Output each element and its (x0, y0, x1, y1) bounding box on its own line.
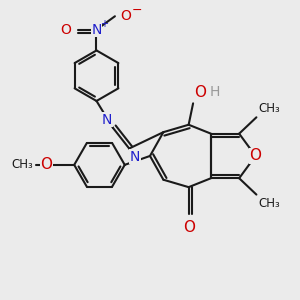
Text: O: O (250, 148, 262, 164)
Text: O: O (61, 22, 71, 37)
Text: N: N (130, 150, 140, 164)
Text: CH₃: CH₃ (259, 102, 280, 115)
Text: H: H (209, 85, 220, 99)
Text: N: N (102, 112, 112, 127)
Text: −: − (131, 4, 142, 17)
Text: CH₃: CH₃ (11, 158, 33, 171)
Text: N: N (91, 22, 102, 37)
Text: O: O (195, 85, 207, 100)
Text: O: O (120, 9, 131, 23)
Text: +: + (100, 19, 108, 29)
Text: CH₃: CH₃ (259, 197, 280, 210)
Text: O: O (40, 158, 52, 172)
Text: O: O (183, 220, 195, 236)
